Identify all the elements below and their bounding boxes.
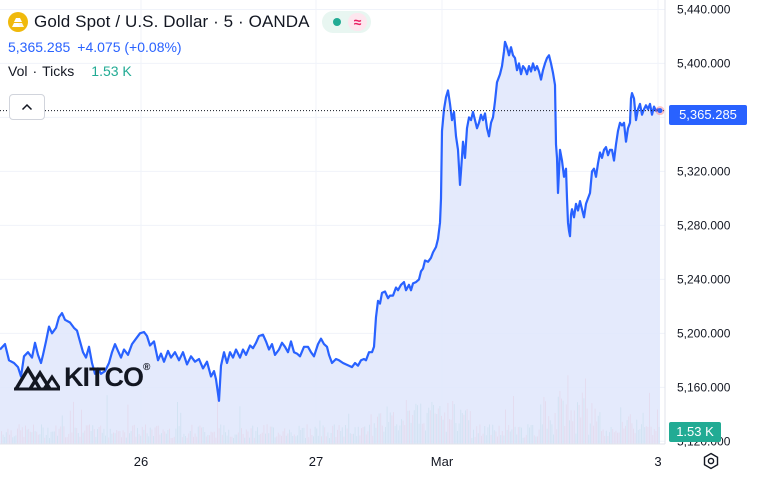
x-tick-label: Mar [431, 454, 454, 469]
wave-icon: ≈ [347, 13, 368, 31]
title-row: Gold Spot / U.S. Dollar · 5 · OANDA ≈ [8, 10, 372, 34]
symbol-title[interactable]: Gold Spot / U.S. Dollar · 5 · OANDA [34, 12, 310, 31]
x-tick-label: 27 [309, 454, 323, 469]
y-tick-label: 5,400.000 [677, 56, 731, 70]
price-row: 5,365.285 +4.075 (+0.08%) [8, 39, 371, 55]
y-tick-label: 5,440.000 [677, 2, 731, 16]
volume-unit: Ticks [42, 63, 75, 79]
y-tick-label: 5,280.000 [677, 218, 731, 232]
y-tick-label: 5,160.000 [677, 380, 731, 394]
volume-separator: · [32, 63, 38, 79]
chevron-up-icon [21, 103, 33, 111]
price-change: +4.075 (+0.08%) [77, 39, 182, 55]
volume-label: Vol [8, 63, 28, 79]
y-tick-label: 5,240.000 [677, 272, 731, 286]
price-line [0, 40, 661, 402]
y-tick-label: 5,320.000 [677, 164, 731, 178]
current-volume-tag: 1.53 K [669, 422, 721, 442]
market-status-pill[interactable]: ≈ [321, 11, 372, 33]
x-axis[interactable]: 26 27 Mar 3 [134, 454, 662, 469]
y-tick-label: 5,200.000 [677, 326, 731, 340]
volume-legend[interactable]: Vol · Ticks 1.53 K [8, 63, 371, 79]
chart-legend: Gold Spot / U.S. Dollar · 5 · OANDA ≈ 5,… [8, 10, 372, 79]
price-area-fill [0, 41, 660, 445]
last-price-marker [655, 106, 665, 116]
volume-value: 1.53 K [91, 63, 132, 79]
kitco-watermark: KITCO® [14, 362, 150, 393]
y-axis[interactable]: 5,440.0005,400.0005,360.0005,320.0005,28… [677, 2, 731, 448]
kitco-logo-icon [14, 365, 60, 390]
last-price: 5,365.285 [8, 39, 71, 55]
x-tick-label: 26 [134, 454, 148, 469]
gold-bars-icon [8, 12, 28, 32]
last-point-dot [657, 108, 663, 114]
kitco-text: KITCO® [64, 362, 150, 392]
chart-settings-button[interactable] [700, 450, 722, 472]
market-open-dot-icon [332, 18, 341, 26]
x-tick-label: 3 [654, 454, 661, 469]
collapse-legend-button[interactable] [9, 94, 45, 120]
gear-icon [703, 452, 719, 470]
current-price-tag: 5,365.285 [669, 105, 747, 125]
